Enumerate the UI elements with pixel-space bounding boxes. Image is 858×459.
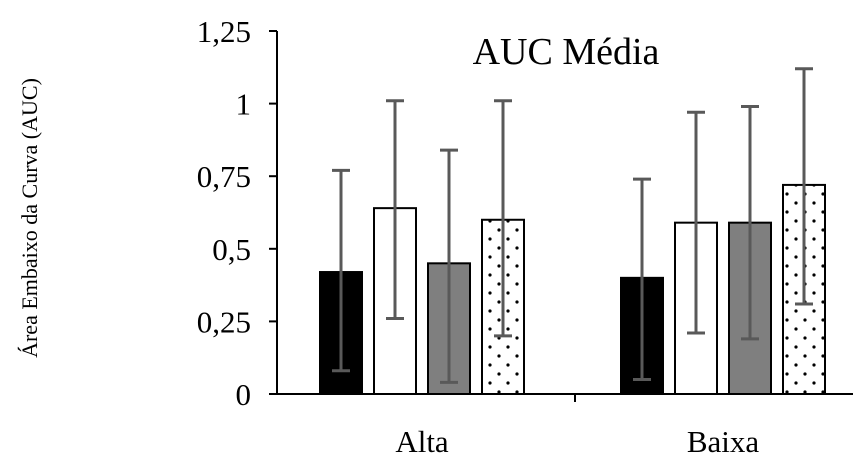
x-axis-labels: Alta Baixa [395,424,759,459]
x-category-label: Baixa [687,424,760,459]
chart-title: AUC Média [473,31,660,73]
y-tick-label: 0,5 [212,232,251,267]
y-axis-ticks: 0 0,25 0,5 0,75 1 1,25 [197,14,277,412]
error-bars-group [332,67,813,384]
y-tick-label: 1 [236,87,252,122]
y-tick-label: 1,25 [197,14,251,49]
y-axis-title-group: Área Embaixo da Curva (AUC) [17,78,42,358]
x-category-label: Alta [395,424,449,459]
y-tick-label: 0,75 [197,159,251,194]
y-axis-label: Área Embaixo da Curva (AUC) [17,78,42,358]
y-tick-label: 0 [236,377,252,412]
axes-group [276,31,853,402]
y-tick-label: 0,25 [197,304,251,339]
